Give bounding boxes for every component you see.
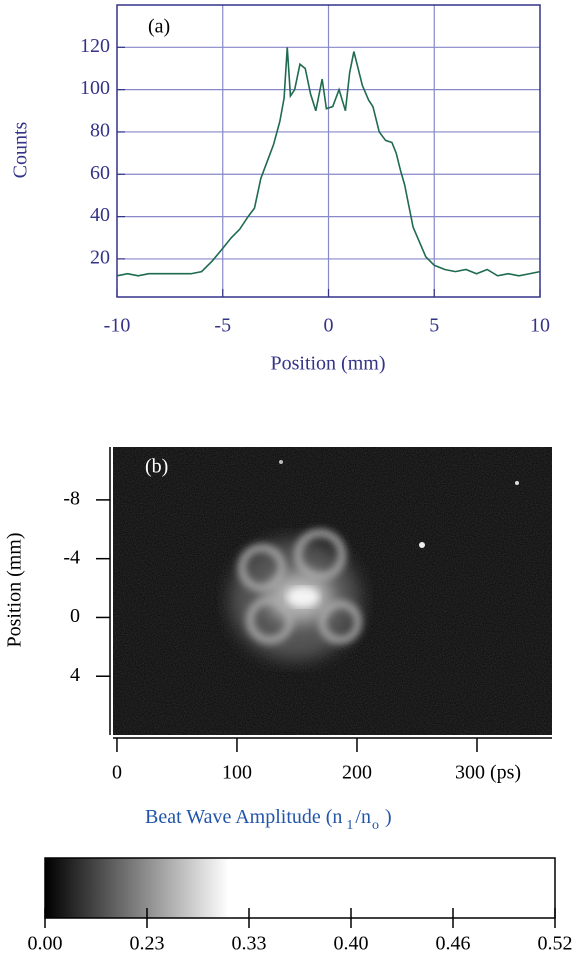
colorbar-tick-label: 0.46 bbox=[436, 933, 471, 955]
y-tick-label: 60 bbox=[90, 162, 110, 184]
x-tick-label: 300 (ps) bbox=[455, 762, 521, 784]
colorbar-tick-label: 0.00 bbox=[28, 933, 63, 955]
x-axis-label: Beat Wave Amplitude (n 1/no) bbox=[145, 806, 392, 834]
y-axis-label: Counts bbox=[10, 121, 32, 178]
x-tick-label: 5 bbox=[429, 315, 439, 337]
data-line bbox=[116, 47, 541, 277]
annotation: (b) bbox=[145, 456, 168, 478]
y-tick-label: 40 bbox=[90, 204, 110, 226]
y-tick-label: -8 bbox=[63, 487, 80, 509]
y-tick-label: 20 bbox=[90, 247, 110, 269]
colorbar-tick-label: 0.23 bbox=[130, 933, 165, 955]
colorbar-tick-label: 0.33 bbox=[232, 933, 267, 955]
x-tick-label: 10 bbox=[530, 315, 550, 337]
y-axis-label: Position (mm) bbox=[4, 532, 26, 647]
x-axis-label: Position (mm) bbox=[270, 353, 385, 375]
label-part: ) bbox=[385, 806, 392, 828]
y-tick-label: 4 bbox=[70, 664, 80, 686]
x-tick-label: 0 bbox=[112, 762, 122, 784]
image-speck bbox=[515, 481, 519, 485]
x-tick-label: 0 bbox=[324, 315, 334, 337]
label-part: /n bbox=[355, 806, 371, 828]
annotation: (a) bbox=[148, 16, 170, 38]
y-tick-label: -4 bbox=[63, 546, 80, 568]
x-tick-label: -5 bbox=[214, 315, 231, 337]
x-tick-label: -10 bbox=[104, 315, 131, 337]
label-part: o bbox=[372, 818, 379, 833]
y-tick-label: 80 bbox=[90, 120, 110, 142]
colorbar-tick-label: 0.52 bbox=[538, 933, 573, 955]
image-speck bbox=[419, 542, 425, 548]
x-tick-label: 100 bbox=[222, 762, 252, 784]
image-panel bbox=[113, 447, 552, 735]
colorbar-tick-label: 0.40 bbox=[334, 933, 369, 955]
label-part: Beat Wave Amplitude (n bbox=[145, 806, 342, 828]
image-core bbox=[287, 587, 319, 607]
image-rings bbox=[238, 529, 362, 644]
y-tick-label: 0 bbox=[70, 605, 80, 627]
colorbar bbox=[44, 857, 556, 919]
y-tick-label: 100 bbox=[80, 77, 110, 99]
label-part: 1 bbox=[346, 818, 353, 833]
y-tick-label: 120 bbox=[80, 35, 110, 57]
x-tick-label: 200 bbox=[342, 762, 372, 784]
plot-frame bbox=[116, 4, 541, 298]
image-speck bbox=[279, 460, 283, 464]
